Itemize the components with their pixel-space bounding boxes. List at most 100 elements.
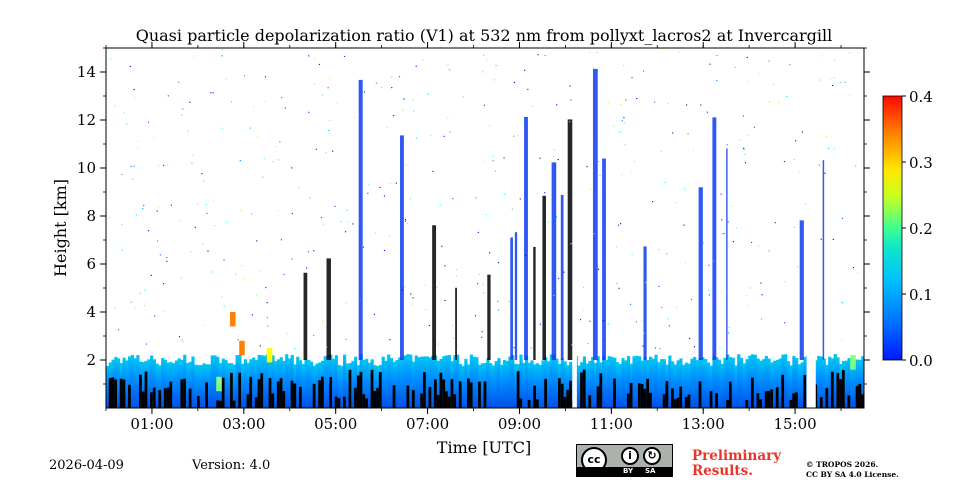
attenuated-cell [467, 378, 471, 408]
speckle-point [492, 160, 494, 162]
speckle-point [481, 336, 483, 338]
speckle-point [133, 88, 135, 91]
speckle-point [425, 309, 427, 311]
attenuated-cell [238, 372, 242, 408]
speckle-point [192, 154, 194, 156]
x-tick-label: 09:00 [498, 415, 541, 433]
attenuated-cell [767, 390, 771, 408]
boundary-layer-cell [304, 359, 308, 408]
attenuated-cell [803, 375, 807, 408]
speckle-point [593, 233, 595, 235]
attenuated-cell [152, 387, 157, 408]
copyright-note: © TROPOS 2026. CC BY SA 4.0 License. [806, 460, 899, 480]
attenuated-cell [216, 400, 220, 408]
boundary-layer-cell [535, 363, 540, 408]
speckle-point [489, 252, 491, 254]
speckle-point [658, 285, 660, 287]
speckle-point [393, 115, 395, 117]
speckle-point [683, 224, 685, 226]
speckle-point [239, 160, 241, 162]
boundary-layer-cell [513, 363, 518, 408]
boundary-layer-cell [505, 360, 509, 408]
attenuated-cell [373, 390, 377, 408]
speckle-point [156, 210, 158, 212]
speckle-point [498, 309, 500, 311]
speckle-point [318, 63, 320, 66]
speckle-point [158, 164, 160, 167]
speckle-point [482, 71, 484, 73]
speckle-point [832, 238, 834, 241]
boundary-layer-cell [199, 365, 203, 408]
speckle-point [608, 101, 610, 103]
boundary-layer-cell [150, 355, 154, 408]
speckle-point [279, 141, 281, 143]
boundary-layer-cell [491, 365, 496, 408]
boundary-layer-cell [596, 356, 600, 408]
boundary-layer-cell [117, 358, 121, 408]
speckle-point [798, 171, 800, 173]
speckle-point [202, 180, 205, 182]
speckle-point [159, 254, 161, 256]
attenuated-cell [814, 384, 818, 408]
speckle-point [664, 181, 666, 183]
boundary-layer-cell [825, 364, 829, 408]
speckle-point [617, 131, 619, 133]
boundary-layer-cell [690, 358, 694, 408]
boundary-layer-cell [538, 364, 542, 408]
speckle-point [672, 132, 674, 134]
speckle-point [832, 84, 834, 87]
speckle-point [315, 148, 317, 150]
colorbar-tick-label: 0.2 [909, 220, 933, 238]
speckle-point [327, 87, 329, 89]
boundary-layer-cell [618, 364, 622, 408]
attenuated-cell [662, 394, 666, 408]
boundary-layer-cell [130, 354, 134, 408]
boundary-layer-cell [756, 358, 760, 408]
speckle-point [736, 227, 738, 229]
speckle-point [668, 325, 670, 327]
speckle-point [805, 203, 807, 205]
attenuated-cell [830, 371, 835, 408]
boundary-layer-cell [497, 358, 501, 408]
boundary-layer-cell [549, 354, 553, 408]
boundary-layer-cell [191, 356, 195, 408]
speckle-point [272, 161, 274, 163]
boundary-layer-cell [334, 355, 338, 408]
colorbar-tick-label: 0.3 [909, 154, 933, 172]
speckle-point [631, 77, 633, 79]
speckle-point [795, 140, 797, 142]
cloud-column [533, 246, 536, 360]
cloud-column [712, 117, 717, 361]
speckle-point [739, 139, 741, 141]
boundary-layer-cell [489, 363, 493, 408]
speckle-point [659, 347, 661, 350]
speckle-point [684, 189, 686, 191]
speckle-point [307, 251, 309, 253]
speckle-point [399, 76, 401, 78]
speckle-point [631, 253, 633, 255]
boundary-layer-cell [332, 358, 336, 408]
speckle-point [840, 82, 842, 84]
speckle-point [734, 66, 736, 68]
attenuated-cell [392, 385, 396, 408]
boundary-layer-cell [155, 363, 159, 408]
speckle-point [343, 55, 346, 58]
speckle-point [284, 107, 286, 109]
boundary-layer-cell [602, 355, 606, 408]
speckle-point [826, 135, 828, 137]
boundary-layer-cell [381, 356, 385, 408]
attenuated-cell [580, 372, 584, 408]
boundary-layer-cell [833, 354, 837, 408]
speckle-point [447, 63, 449, 65]
speckle-point [642, 70, 645, 72]
speckle-point [167, 164, 169, 166]
boundary-layer-cell [778, 358, 782, 408]
attenuated-cell [122, 379, 126, 408]
boundary-layer-cell [351, 360, 355, 408]
speckle-point [305, 267, 308, 269]
x-tick-label: 11:00 [590, 415, 633, 433]
attenuated-cell [343, 396, 347, 408]
speckle-point [569, 121, 571, 123]
speckle-point [133, 165, 135, 167]
y-axis-label: Height [km] [51, 179, 70, 277]
